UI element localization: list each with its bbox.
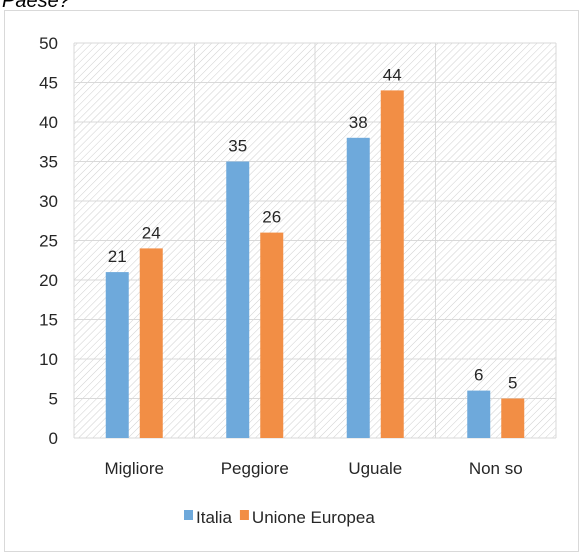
- y-tick-label: 20: [39, 271, 58, 290]
- chart-caption: Paese?: [2, 0, 70, 12]
- legend-swatch: [239, 510, 249, 520]
- x-axis: Migliore Peggiore Uguale Non so: [104, 459, 522, 478]
- y-axis: 0 5 10 15 20 25 30 35 40 45 50: [39, 34, 58, 448]
- data-label: 5: [508, 374, 517, 393]
- legend-label: Unione Europea: [252, 508, 375, 527]
- bar-unione-europea: [139, 248, 163, 438]
- y-tick-label: 0: [49, 429, 58, 448]
- y-tick-label: 50: [39, 34, 58, 53]
- y-tick-label: 40: [39, 113, 58, 132]
- bar-italia: [467, 390, 491, 438]
- legend-label: Italia: [196, 508, 232, 527]
- bar-italia: [346, 137, 370, 439]
- data-label: 24: [142, 223, 161, 242]
- data-label: 26: [262, 208, 281, 227]
- x-category-label: Non so: [469, 459, 523, 478]
- y-tick-label: 45: [39, 74, 58, 93]
- data-label: 35: [228, 137, 247, 156]
- data-label: 38: [349, 113, 368, 132]
- bar-unione-europea: [260, 232, 284, 438]
- y-tick-label: 30: [39, 192, 58, 211]
- bar-italia: [105, 272, 129, 438]
- y-tick-label: 25: [39, 232, 58, 251]
- y-tick-label: 35: [39, 153, 58, 172]
- y-tick-label: 10: [39, 350, 58, 369]
- data-label: 44: [383, 65, 402, 84]
- bar-unione-europea: [501, 398, 525, 438]
- legend: Italia Unione Europea: [184, 508, 375, 527]
- x-category-label: Peggiore: [221, 459, 289, 478]
- data-labels: 21 24 35 26 38 44 6 5: [108, 65, 518, 392]
- x-category-label: Migliore: [104, 459, 164, 478]
- bars: [105, 90, 525, 439]
- bar-unione-europea: [380, 90, 404, 439]
- data-label: 21: [108, 247, 127, 266]
- y-tick-label: 5: [49, 390, 58, 409]
- legend-swatch: [184, 510, 193, 520]
- data-label: 6: [474, 366, 483, 385]
- bar-italia: [226, 161, 250, 438]
- y-tick-label: 15: [39, 311, 58, 330]
- x-category-label: Uguale: [348, 459, 402, 478]
